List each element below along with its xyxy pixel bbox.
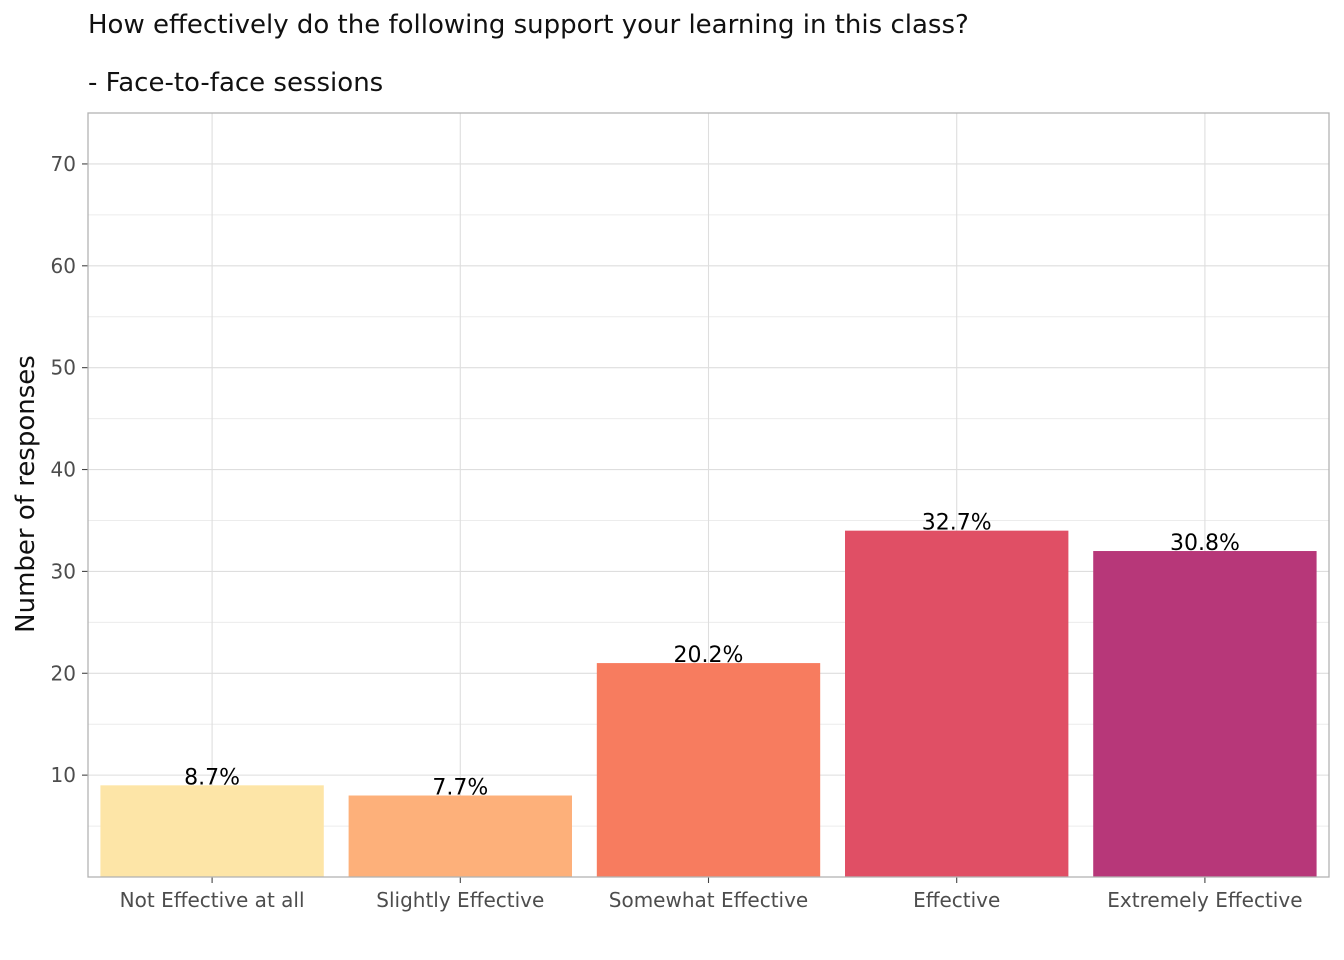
bar-2 (348, 795, 572, 877)
data-labels: 8.7% 7.7% 20.2% 32.7% 30.8% (184, 511, 1240, 801)
y-tick-label: 70 (51, 152, 76, 176)
y-tick-label: 30 (51, 559, 76, 583)
bar-3 (596, 663, 821, 877)
bar-1 (100, 785, 324, 877)
x-tick-label: Not Effective at all (120, 888, 305, 912)
y-ticks: 10 20 30 40 50 60 70 (51, 152, 88, 787)
x-tick-label: Slightly Effective (376, 888, 544, 912)
x-tick-label: Somewhat Effective (609, 888, 808, 912)
data-label-4: 32.7% (922, 511, 992, 536)
data-label-2: 7.7% (432, 776, 488, 801)
x-tick-label: Effective (913, 888, 1000, 912)
y-tick-label: 60 (51, 254, 76, 278)
chart-subtitle: - Face-to-face sessions (88, 68, 384, 98)
y-tick-label: 50 (51, 356, 76, 380)
bars (100, 530, 1317, 877)
panel-border (87, 112, 1330, 878)
data-label-5: 30.8% (1170, 531, 1240, 556)
y-tick-label: 10 (51, 763, 76, 787)
bar-5 (1093, 551, 1317, 877)
y-tick-label: 40 (51, 458, 76, 482)
x-tick-label: Extremely Effective (1107, 888, 1302, 912)
data-label-1: 8.7% (184, 765, 240, 790)
x-ticks: Not Effective at all Slightly Effective So… (120, 877, 1303, 912)
data-label-3: 20.2% (674, 643, 744, 668)
bar-4 (845, 530, 1069, 877)
y-tick-label: 20 (51, 661, 76, 685)
chart-title: How effectively do the following support… (88, 10, 969, 40)
